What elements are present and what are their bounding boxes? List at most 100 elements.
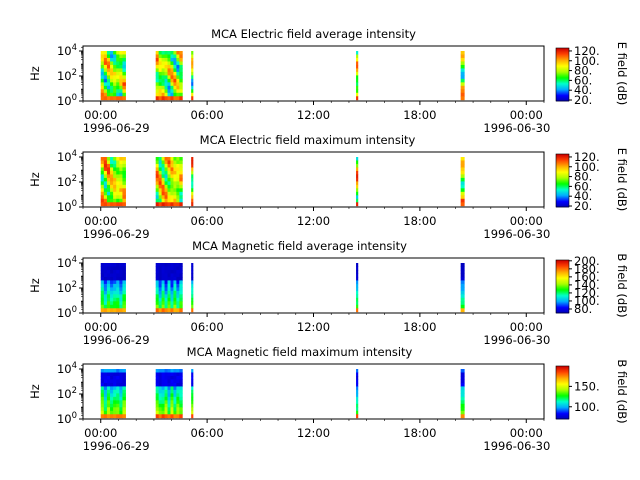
- spectrogram-cell: [356, 263, 359, 267]
- colorbar-swatch: [556, 375, 569, 377]
- spectrogram-cell: [356, 308, 359, 313]
- spectrogram-cell: [103, 414, 108, 419]
- spectrogram-cell: [158, 92, 163, 97]
- spectrogram-cell: [176, 92, 180, 97]
- spectrogram-cell: [460, 68, 465, 73]
- spectrogram-cell: [103, 82, 108, 87]
- spectrogram-cell: [161, 160, 165, 165]
- spectrogram-cell: [173, 89, 177, 94]
- spectrogram-cell: [161, 202, 165, 207]
- spectrogram-cell: [179, 410, 183, 415]
- spectrogram-cell: [103, 297, 108, 302]
- spectrogram-cell: [161, 294, 165, 299]
- spectrogram-cell: [161, 273, 165, 278]
- spectrogram-cell: [106, 157, 111, 161]
- spectrogram-cell: [119, 57, 123, 62]
- spectrogram-cell: [122, 78, 126, 83]
- spectrogram-cell: [158, 195, 163, 200]
- spectrogram-cell: [161, 304, 165, 309]
- spectrogram-cell: [103, 294, 108, 299]
- colorbar-swatch: [556, 53, 569, 55]
- spectrogram-cell: [110, 375, 114, 380]
- spectrogram-cell: [110, 188, 114, 193]
- data-segment: [191, 157, 194, 207]
- spectrogram-cell: [460, 410, 465, 415]
- spectrogram-cell: [164, 170, 168, 175]
- colorbar-swatch: [556, 179, 569, 181]
- spectrogram-cell: [191, 269, 194, 274]
- spectrogram-cell: [167, 386, 171, 391]
- spectrogram-cell: [158, 294, 163, 299]
- panel-title: MCA Magnetic field average intensity: [192, 239, 407, 253]
- spectrogram-cell: [110, 61, 114, 66]
- spectrogram-cell: [173, 68, 177, 73]
- spectrogram-cell: [191, 181, 194, 186]
- spectrogram-cell: [191, 195, 194, 200]
- spectrogram-cell: [164, 269, 168, 274]
- spectrogram-cell: [119, 96, 123, 101]
- spectrogram-cell: [191, 61, 194, 66]
- spectrogram-cell: [170, 167, 174, 172]
- spectrogram-cell: [176, 393, 180, 398]
- x-date-label: 1996-06-29: [83, 439, 150, 453]
- spectrogram-cell: [356, 85, 359, 90]
- spectrogram-cell: [161, 283, 165, 288]
- spectrogram-cell: [103, 301, 108, 306]
- spectrogram-cell: [460, 85, 465, 90]
- x-date-label: 1996-06-30: [483, 439, 550, 453]
- y-tick-label: 102: [57, 174, 77, 189]
- spectrogram-cell: [176, 181, 180, 186]
- spectrogram-cell: [356, 198, 359, 203]
- colorbar-swatch: [556, 192, 569, 195]
- spectrogram-cell: [167, 167, 171, 172]
- spectrogram-cell: [119, 177, 123, 182]
- spectrogram-cell: [164, 160, 168, 165]
- spectrogram-cell: [122, 263, 126, 267]
- spectrogram-cell: [155, 51, 160, 55]
- spectrogram-cell: [122, 269, 126, 274]
- colorbar-swatch: [556, 88, 569, 90]
- spectrogram-cell: [164, 263, 168, 267]
- colorbar-swatch: [556, 272, 569, 274]
- colorbar-swatch: [556, 372, 569, 374]
- colorbar-swatch: [556, 92, 569, 94]
- spectrogram-cell: [176, 389, 180, 394]
- spectrogram-cell: [161, 396, 165, 401]
- spectrogram-cell: [100, 393, 105, 398]
- colorbar-swatch: [556, 72, 569, 75]
- colorbar-swatch: [556, 380, 569, 382]
- spectrogram-cell: [179, 273, 183, 278]
- y-tick-label: 104: [57, 43, 77, 58]
- spectrogram-cell: [116, 157, 120, 161]
- spectrogram-cell: [116, 269, 120, 274]
- spectrogram-cell: [155, 375, 160, 380]
- spectrogram-cell: [460, 174, 465, 179]
- data-segment: [460, 51, 465, 101]
- spectrogram-cell: [191, 396, 194, 401]
- spectrogram-cell: [460, 379, 465, 384]
- spectrogram-cell: [113, 57, 117, 62]
- colorbar-swatch: [556, 96, 569, 98]
- colorbar-swatch: [556, 176, 569, 179]
- spectrogram-cell: [122, 198, 126, 203]
- spectrogram-cell: [116, 407, 120, 412]
- spectrogram-cell: [167, 403, 171, 408]
- spectrogram-cell: [103, 163, 108, 168]
- colorbar-swatch: [556, 59, 569, 61]
- colorbar-swatch: [556, 405, 569, 408]
- spectrogram-cell: [122, 64, 126, 69]
- spectrogram-cell: [106, 382, 111, 387]
- spectrogram-cell: [158, 287, 163, 292]
- colorbar-swatch: [556, 282, 569, 284]
- y-axis: 100 102 104: [57, 149, 83, 214]
- spectrogram-cell: [179, 308, 183, 313]
- spectrogram-cell: [170, 297, 174, 302]
- spectrogram-cell: [116, 301, 120, 306]
- spectrogram-cell: [173, 396, 177, 401]
- spectrogram-cell: [155, 407, 160, 412]
- spectrogram-cell: [158, 184, 163, 189]
- x-tick-label: 12:00: [297, 426, 330, 440]
- colorbar-swatch: [556, 366, 569, 368]
- spectrogram-cell: [170, 294, 174, 299]
- spectrogram-cell: [116, 163, 120, 168]
